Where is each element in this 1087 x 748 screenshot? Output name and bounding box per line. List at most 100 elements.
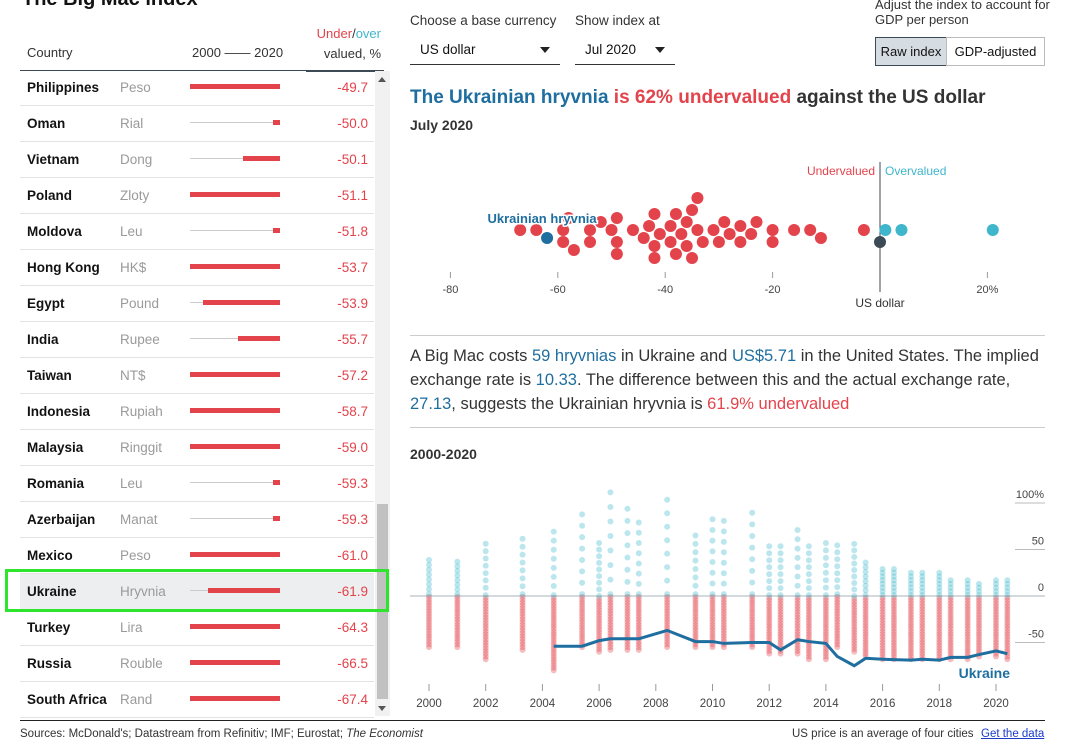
survey-dot: [851, 593, 858, 599]
survey-dot: [596, 606, 603, 613]
survey-dot: [822, 628, 829, 635]
table-row[interactable]: Vietnam Dong -50.1: [20, 142, 374, 178]
survey-dot: [579, 568, 586, 575]
survey-dot: [805, 611, 812, 618]
x-tick-label: -40: [657, 284, 673, 296]
survey-dot: [794, 603, 801, 610]
table-row[interactable]: India Rupee -55.7: [20, 322, 374, 358]
survey-dot: [919, 633, 926, 640]
scroll-up-icon[interactable]: [378, 77, 386, 82]
survey-dot: [1004, 656, 1011, 663]
survey-dot: [947, 592, 954, 599]
table-row[interactable]: Romania Leu -59.3: [20, 466, 374, 502]
survey-dot: [607, 605, 614, 612]
survey-dot: [947, 642, 954, 649]
date-select[interactable]: Jul 2020: [575, 35, 675, 65]
survey-dot: [550, 664, 557, 671]
survey-dot: [805, 628, 812, 635]
survey-dot: [862, 600, 869, 607]
survey-dot: [766, 608, 773, 615]
get-data-link[interactable]: Get the data: [981, 728, 1045, 740]
survey-dot: [851, 620, 858, 627]
survey-dot: [607, 599, 614, 606]
table-row[interactable]: Moldova Leu -51.8: [20, 214, 374, 250]
currency-name: Pound: [120, 296, 160, 311]
survey-dot: [709, 610, 716, 617]
survey-dot: [947, 619, 954, 626]
survey-dot: [919, 636, 926, 643]
gdp-adjusted-button[interactable]: GDP-adjusted: [946, 37, 1045, 66]
survey-dot: [596, 559, 603, 566]
survey-dot: [805, 645, 812, 652]
survey-dot: [596, 623, 603, 630]
raw-index-button[interactable]: Raw index: [875, 37, 947, 66]
survey-dot: [879, 614, 886, 621]
survey-dot: [993, 592, 999, 599]
survey-dot: [919, 569, 926, 576]
survey-dot: [777, 564, 784, 571]
survey-dot: [550, 528, 557, 535]
survey-dot: [664, 607, 671, 614]
survey-dot: [879, 642, 886, 649]
table-row[interactable]: Azerbaijan Manat -59.3: [20, 502, 374, 538]
table-row[interactable]: Russia Rouble -66.5: [20, 646, 374, 682]
survey-dot: [805, 608, 812, 615]
survey-dot: [851, 595, 858, 602]
survey-dot: [482, 639, 489, 646]
survey-dot: [964, 597, 971, 604]
survey-dot: [426, 627, 432, 634]
table-row[interactable]: Mexico Peso -61.0: [20, 538, 374, 574]
survey-dot: [550, 622, 557, 629]
table-row[interactable]: Philippines Peso -49.7: [20, 70, 374, 106]
swarm-dot: [680, 216, 693, 228]
table-row[interactable]: Hong Kong HK$ -53.7: [20, 250, 374, 286]
survey-dot: [720, 607, 727, 614]
survey-dot: [890, 588, 897, 595]
survey-dot: [936, 614, 943, 621]
table-row[interactable]: Egypt Pound -53.9: [20, 286, 374, 322]
survey-dot: [907, 594, 914, 601]
survey-dot: [834, 616, 841, 623]
table-row[interactable]: Turkey Lira -64.3: [20, 610, 374, 646]
survey-dot: [890, 653, 897, 660]
table-row[interactable]: Poland Zloty -51.1: [20, 178, 374, 214]
survey-dot: [426, 610, 432, 617]
table-row[interactable]: Ukraine Hryvnia -61.9: [20, 574, 374, 610]
survey-dot: [993, 588, 999, 595]
table-row[interactable]: Oman Rial -50.0: [20, 106, 374, 142]
survey-dot: [964, 603, 971, 610]
sources: Sources: McDonald's; Datastream from Ref…: [20, 728, 423, 740]
survey-dot: [607, 607, 614, 614]
survey-dot: [720, 593, 727, 600]
survey-dot: [907, 577, 914, 584]
survey-dot: [624, 619, 631, 626]
scrollbar[interactable]: [375, 71, 390, 716]
swarm-dot: [766, 224, 779, 236]
survey-dot: [862, 631, 869, 638]
table-row[interactable]: South Africa Rand -67.4: [20, 682, 374, 718]
survey-dot: [777, 636, 784, 643]
survey-dot: [635, 646, 642, 653]
survey-dot: [975, 625, 982, 632]
survey-dot: [862, 608, 869, 615]
survey-dot: [550, 619, 557, 626]
survey-dot: [709, 632, 716, 639]
survey-dot: [794, 597, 801, 604]
survey-dot: [454, 563, 461, 570]
survey-dot: [936, 633, 943, 640]
scroll-down-icon[interactable]: [378, 706, 386, 711]
survey-dot: [993, 577, 999, 584]
table-row[interactable]: Indonesia Rupiah -58.7: [20, 394, 374, 430]
survey-dot: [519, 535, 526, 542]
survey-dot: [749, 610, 756, 617]
col-value[interactable]: Under/over valued, %: [306, 24, 384, 72]
survey-dot: [936, 617, 943, 624]
survey-dot: [766, 619, 773, 626]
table-row[interactable]: Malaysia Ringgit -59.0: [20, 430, 374, 466]
x-tick-label: 2014: [813, 698, 839, 710]
scrollbar-thumb[interactable]: [377, 504, 388, 699]
survey-dot: [749, 567, 756, 574]
survey-dot: [624, 630, 631, 637]
table-row[interactable]: Taiwan NT$ -57.2: [20, 358, 374, 394]
base-currency-select[interactable]: US dollar: [410, 35, 560, 65]
